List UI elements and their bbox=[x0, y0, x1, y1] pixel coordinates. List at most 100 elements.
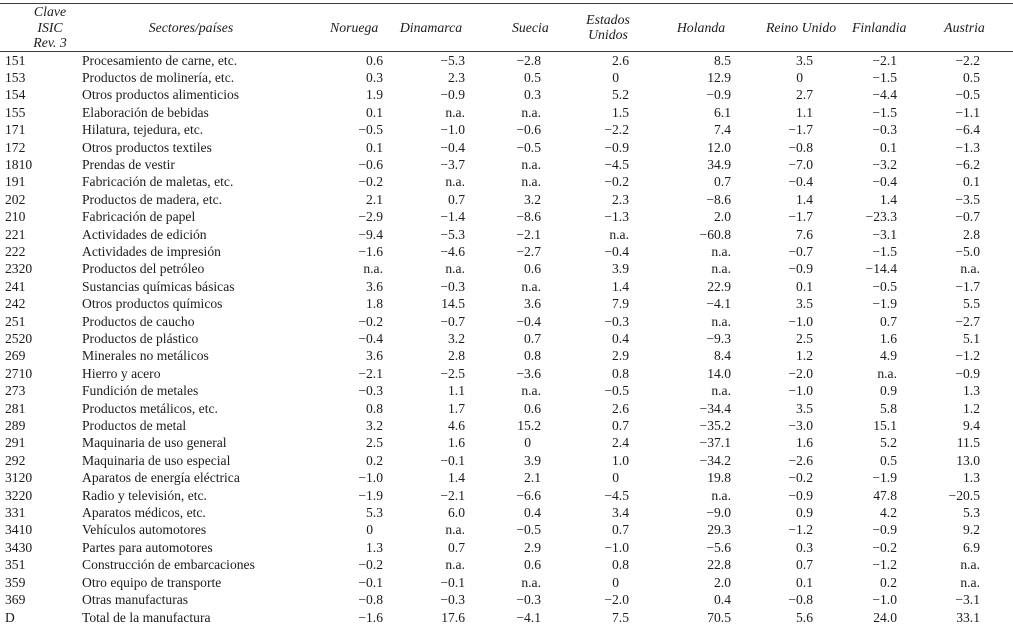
isic-code-cell: 273 bbox=[5, 383, 26, 399]
value-cell: n.a. bbox=[960, 557, 980, 573]
value-cell: −8.6 bbox=[516, 209, 541, 225]
isic-code-cell: 359 bbox=[5, 574, 26, 590]
isic-code-cell: 289 bbox=[5, 418, 26, 434]
value-cell: −0.8 bbox=[358, 592, 383, 608]
table-row: 2520 Productos de plástico −0.4 3.2 0.7 0.4 −9… bbox=[0, 330, 1013, 347]
sector-name-cell: Partes para automotores bbox=[82, 539, 213, 555]
isic-code-cell: 3220 bbox=[5, 487, 33, 503]
value-cell: −3.1 bbox=[955, 592, 980, 608]
value-cell: 1.2 bbox=[963, 400, 980, 416]
value-cell: 1.5 bbox=[612, 104, 629, 120]
isic-code-cell: 202 bbox=[5, 191, 26, 207]
value-cell: −4.6 bbox=[440, 243, 465, 259]
value-cell: −0.3 bbox=[440, 278, 465, 294]
isic-code-cell: 172 bbox=[5, 139, 26, 155]
value-cell: n.a. bbox=[960, 261, 980, 277]
table-row: 153 Productos de molinería, etc. 0.3 2.3 0.5… bbox=[0, 69, 1013, 86]
value-cell: 6.1 bbox=[714, 104, 731, 120]
col-header-dinamarca: Dinamarca bbox=[392, 3, 470, 52]
value-cell: n.a. bbox=[521, 156, 541, 172]
value-cell: 4.6 bbox=[448, 418, 465, 434]
sector-name-cell: Aparatos médicos, etc. bbox=[82, 505, 206, 521]
value-cell: 7.9 bbox=[612, 296, 629, 312]
value-cell: −3.5 bbox=[955, 191, 980, 207]
value-cell: 4.2 bbox=[880, 505, 897, 521]
col-header-sectores-paises: Sectores/países bbox=[80, 3, 330, 52]
table-row: 3120 Aparatos de energía eléctrica −1.0 1.4… bbox=[0, 469, 1013, 486]
value-cell: −1.3 bbox=[955, 139, 980, 155]
value-cell: 7.6 bbox=[796, 226, 813, 242]
isic-code-cell: 2710 bbox=[5, 365, 33, 381]
value-cell: 0.6 bbox=[524, 261, 541, 277]
value-cell: −1.2 bbox=[788, 522, 813, 538]
sector-name-cell: Sustancias químicas básicas bbox=[82, 278, 235, 294]
value-cell: 2.8 bbox=[963, 226, 980, 242]
sector-name-cell: Productos de molinería, etc. bbox=[82, 69, 235, 85]
value-cell: 0.7 bbox=[612, 522, 629, 538]
value-cell: −0.5 bbox=[872, 278, 897, 294]
value-cell: −2.7 bbox=[516, 243, 541, 259]
col-header-noruega: Noruega bbox=[330, 3, 392, 52]
value-cell: −0.2 bbox=[872, 539, 897, 555]
sector-name-cell: Productos del petróleo bbox=[82, 261, 205, 277]
value-cell: −5.3 bbox=[440, 226, 465, 242]
value-cell: 0.7 bbox=[796, 557, 813, 573]
table-row: 269 Minerales no metálicos 3.6 2.8 0.8 2.9 8.4… bbox=[0, 347, 1013, 364]
value-cell: 33.1 bbox=[956, 609, 980, 625]
value-cell: 0.3 bbox=[366, 69, 383, 85]
value-cell: −0.9 bbox=[788, 261, 813, 277]
sector-name-cell: Hierro y acero bbox=[82, 365, 161, 381]
value-cell: 0.7 bbox=[612, 418, 629, 434]
isic-code-cell: 292 bbox=[5, 452, 26, 468]
value-cell: −0.1 bbox=[358, 574, 383, 590]
value-cell: −1.6 bbox=[358, 243, 383, 259]
value-cell: −1.0 bbox=[788, 313, 813, 329]
value-cell: 0 bbox=[612, 69, 619, 85]
table-row: 155 Elaboración de bebidas 0.1 n.a. n.a. 1.5 6… bbox=[0, 104, 1013, 121]
value-cell: 0.8 bbox=[612, 557, 629, 573]
value-cell: 47.8 bbox=[873, 487, 897, 503]
value-cell: 0.5 bbox=[963, 69, 980, 85]
table-row: 273 Fundición de metales −0.3 1.1 n.a. −0.5 n.… bbox=[0, 382, 1013, 399]
value-cell: 2.9 bbox=[612, 348, 629, 364]
value-cell: 8.5 bbox=[714, 52, 731, 68]
value-cell: 1.8 bbox=[366, 296, 383, 312]
value-cell: −4.5 bbox=[604, 487, 629, 503]
value-cell: 1.6 bbox=[448, 435, 465, 451]
value-cell: −0.4 bbox=[440, 139, 465, 155]
value-cell: −0.9 bbox=[440, 87, 465, 103]
value-cell: −1.0 bbox=[788, 383, 813, 399]
table-row: 2710 Hierro y acero −2.1 −2.5 −3.6 0.8 14.0 −2.… bbox=[0, 365, 1013, 382]
value-cell: 0.9 bbox=[796, 505, 813, 521]
isic-code-cell: 221 bbox=[5, 226, 26, 242]
value-cell: −8.6 bbox=[706, 191, 731, 207]
value-cell: 0 bbox=[796, 69, 803, 85]
value-cell: 2.7 bbox=[796, 87, 813, 103]
value-cell: −4.4 bbox=[872, 87, 897, 103]
value-cell: −2.1 bbox=[440, 487, 465, 503]
value-cell: 2.3 bbox=[448, 69, 465, 85]
value-cell: −2.5 bbox=[440, 365, 465, 381]
value-cell: 1.0 bbox=[612, 452, 629, 468]
value-cell: 0.4 bbox=[612, 331, 629, 346]
value-cell: 5.8 bbox=[880, 400, 897, 416]
value-cell: −6.4 bbox=[955, 122, 980, 138]
value-cell: 1.3 bbox=[366, 539, 383, 555]
sector-name-cell: Maquinaria de uso general bbox=[82, 435, 227, 451]
value-cell: −9.0 bbox=[706, 505, 731, 521]
value-cell: −0.6 bbox=[516, 122, 541, 138]
value-cell: 0.6 bbox=[524, 557, 541, 573]
value-cell: 0.8 bbox=[366, 400, 383, 416]
sector-name-cell: Maquinaria de uso especial bbox=[82, 452, 231, 468]
value-cell: −3.1 bbox=[872, 226, 897, 242]
value-cell: n.a. bbox=[711, 383, 731, 399]
value-cell: n.a. bbox=[445, 104, 465, 120]
value-cell: −0.2 bbox=[358, 313, 383, 329]
table-row: D Total de la manufactura −1.6 17.6 −4.1 7.5 7… bbox=[0, 609, 1013, 625]
table-row: 351 Construcción de embarcaciones −0.2 n.a.… bbox=[0, 556, 1013, 573]
isic-code-cell: 242 bbox=[5, 296, 26, 312]
value-cell: −1.0 bbox=[604, 539, 629, 555]
value-cell: 2.0 bbox=[714, 574, 731, 590]
value-cell: 3.2 bbox=[448, 331, 465, 346]
table-row: 1810 Prendas de vestir −0.6 −3.7 n.a. −4.5 34.… bbox=[0, 156, 1013, 173]
